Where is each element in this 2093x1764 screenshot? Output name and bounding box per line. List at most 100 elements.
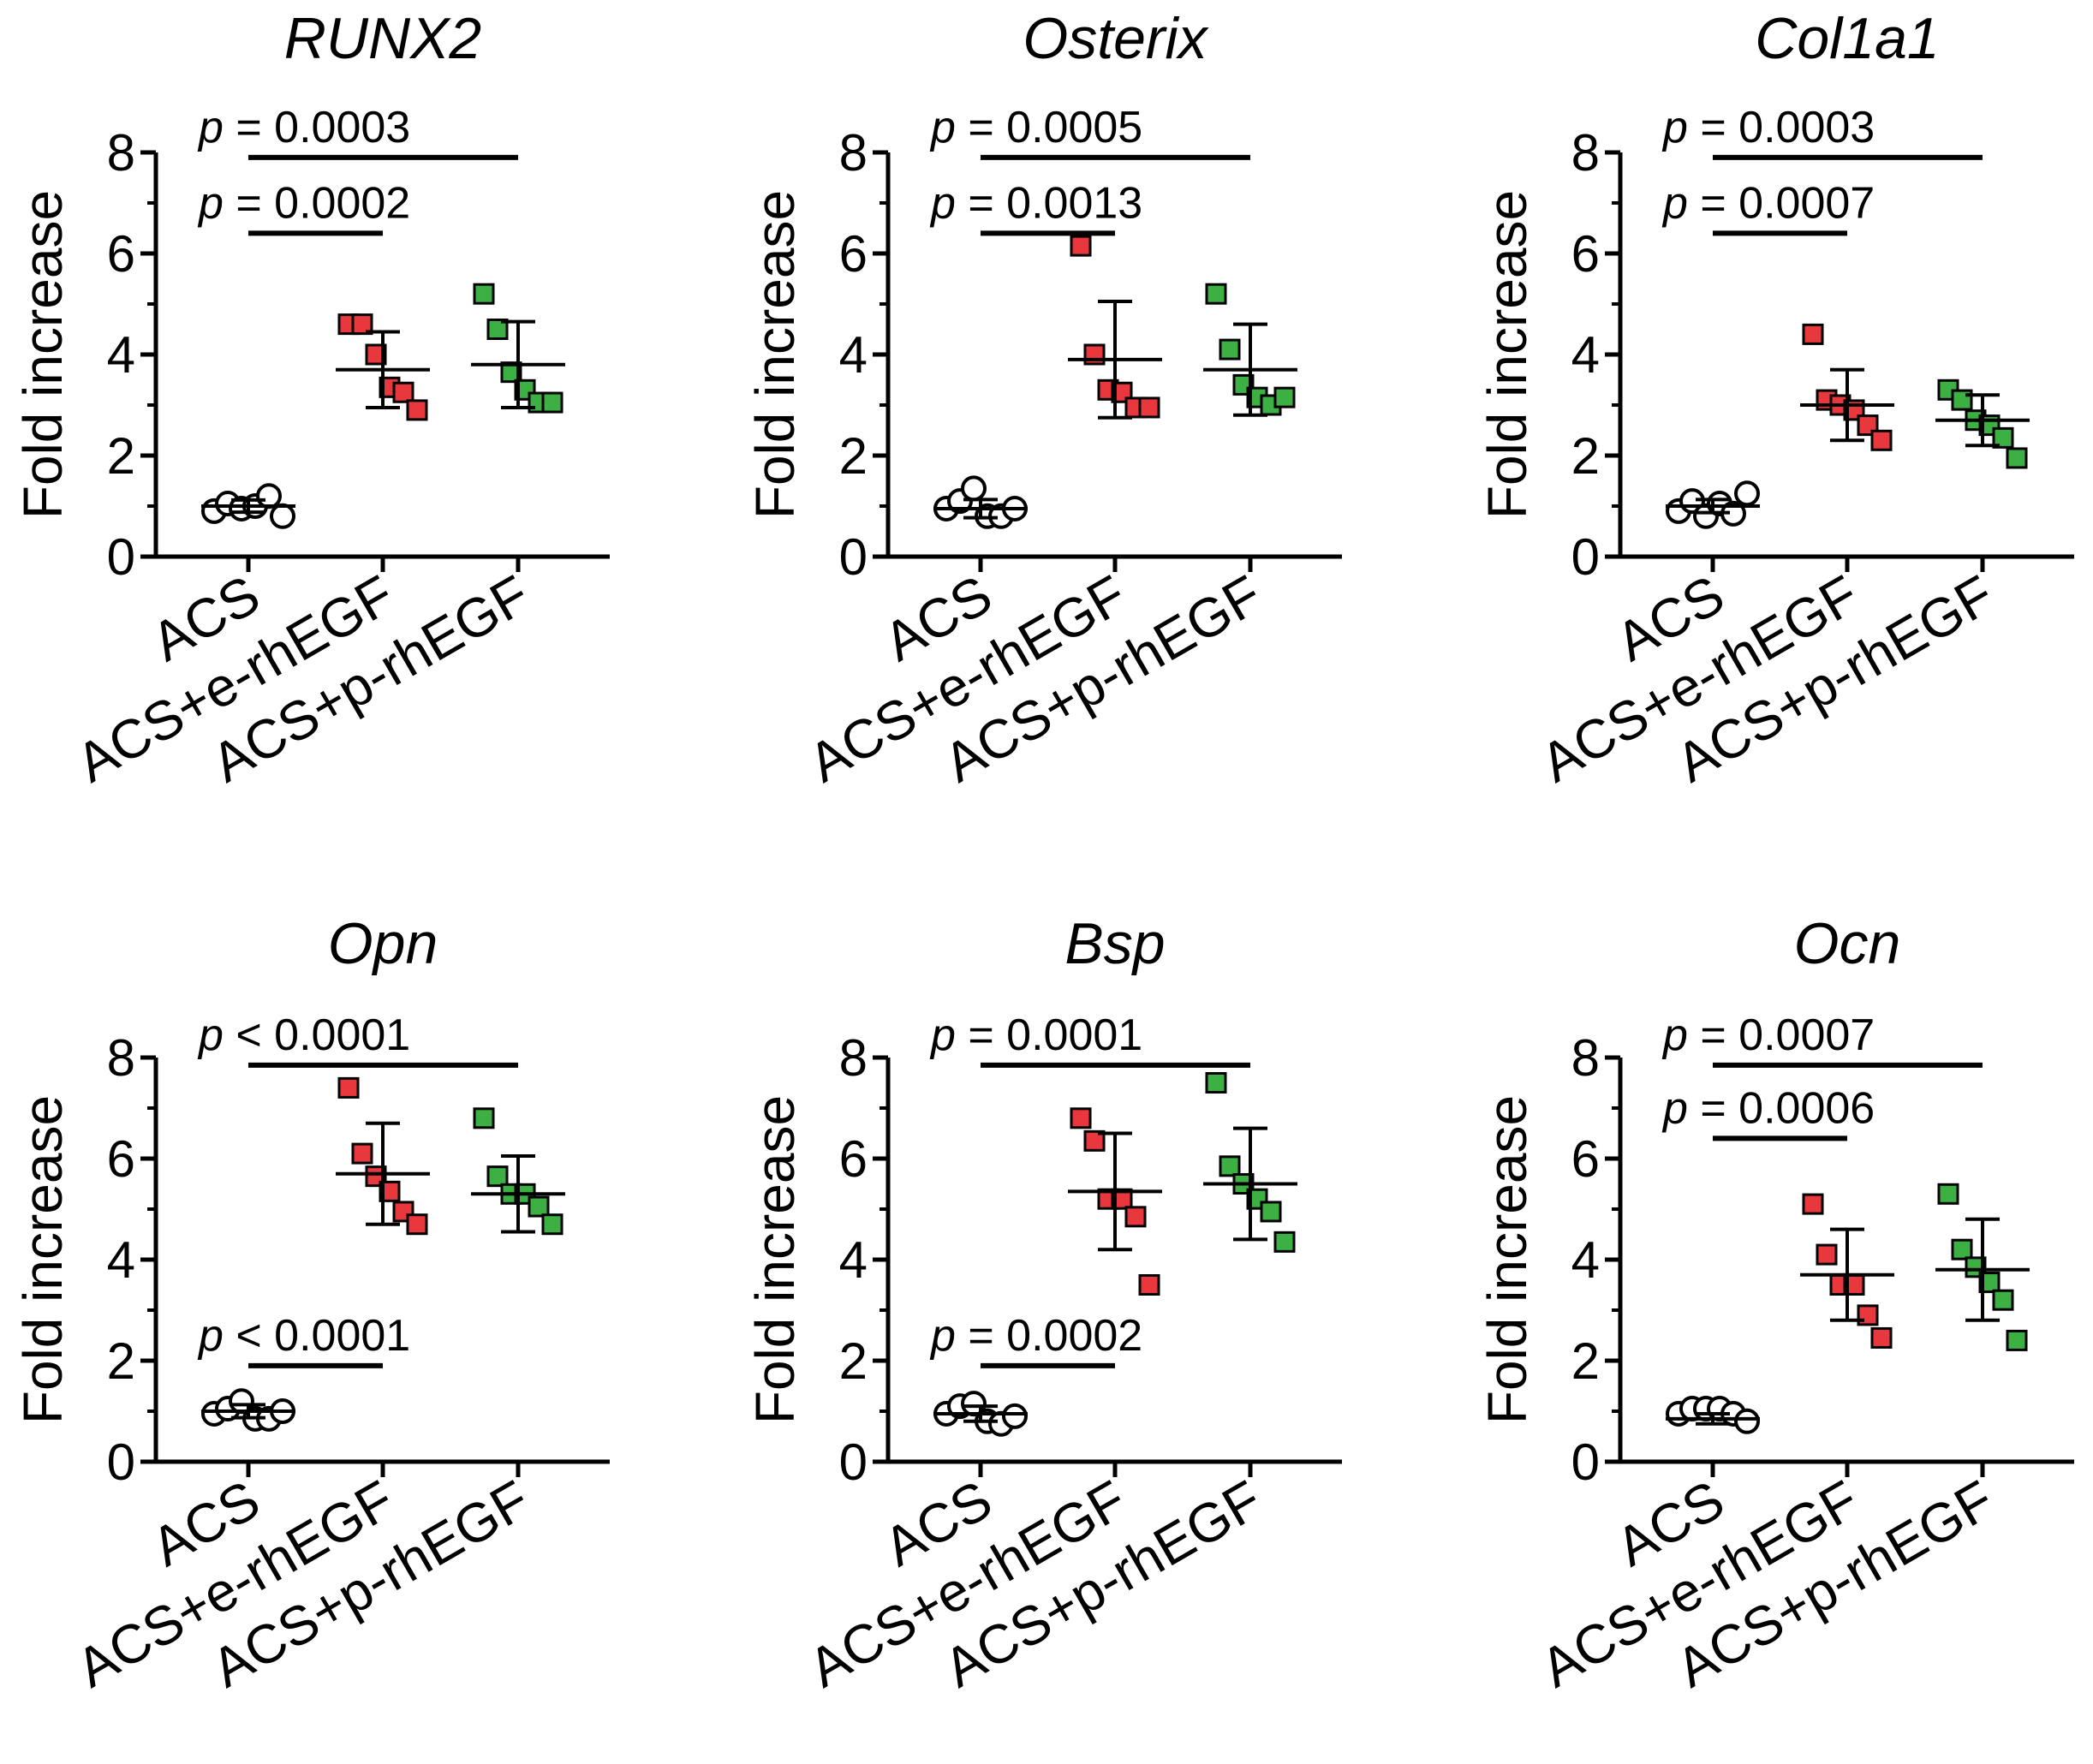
y-tick-label: 4 — [839, 326, 868, 384]
p-value-label: p = 0.0007 — [1661, 1010, 1875, 1060]
y-tick-label: 0 — [839, 1433, 868, 1491]
p-value-label: p = 0.0001 — [929, 1010, 1142, 1060]
data-point — [270, 503, 295, 529]
data-point — [1205, 283, 1227, 305]
y-axis-label: Fold increase — [744, 190, 806, 519]
data-point — [1734, 1408, 1760, 1434]
data-point — [1111, 1188, 1133, 1210]
data-point — [351, 313, 373, 336]
data-point — [1870, 1326, 1893, 1349]
data-point — [486, 319, 509, 340]
y-tick-label: 4 — [839, 1231, 868, 1289]
data-point — [1816, 1243, 1838, 1266]
data-point — [1870, 429, 1893, 451]
y-tick-label: 8 — [1571, 1029, 1600, 1087]
y-axis-label: Fold increase — [12, 1095, 74, 1424]
data-point — [1273, 1231, 1296, 1253]
y-tick-label: 4 — [1571, 326, 1600, 384]
data-point — [473, 1107, 495, 1129]
y-tick-label: 6 — [107, 225, 135, 283]
data-point — [528, 1195, 550, 1218]
data-point — [406, 399, 428, 421]
p-value-label: p < 0.0001 — [197, 1311, 410, 1361]
data-point — [1070, 235, 1092, 257]
p-value-label: p = 0.0002 — [197, 178, 410, 228]
y-tick-label: 6 — [1571, 225, 1600, 283]
y-tick-label: 0 — [839, 528, 868, 586]
data-point — [1138, 396, 1160, 419]
data-point — [365, 343, 387, 366]
data-point — [1992, 1289, 2014, 1311]
data-point — [1802, 323, 1824, 345]
data-point — [379, 1180, 401, 1202]
data-point — [500, 361, 522, 384]
y-tick-label: 2 — [1571, 1332, 1600, 1390]
y-tick-label: 0 — [107, 1433, 135, 1491]
data-point — [1992, 426, 2014, 449]
chart-title: Opn — [328, 911, 438, 976]
p-value-label: p = 0.0003 — [1661, 103, 1875, 152]
y-axis-label: Fold increase — [1476, 1095, 1538, 1424]
p-value-label: p = 0.0013 — [929, 178, 1142, 228]
y-tick-label: 8 — [1571, 124, 1600, 182]
data-point — [1951, 1238, 1973, 1260]
data-point — [1734, 480, 1760, 507]
data-point — [486, 1165, 509, 1188]
y-tick-label: 0 — [1571, 528, 1600, 586]
chart-title: Osterix — [1023, 6, 1208, 71]
y-tick-label: 8 — [107, 1029, 135, 1087]
data-point — [1002, 1403, 1028, 1429]
chart-title: Col1a1 — [1755, 6, 1940, 71]
p-value-label: p = 0.0005 — [929, 103, 1142, 152]
data-point — [541, 391, 564, 414]
y-axis-label: Fold increase — [1476, 190, 1538, 519]
y-tick-label: 8 — [839, 124, 868, 182]
y-tick-label: 0 — [107, 528, 135, 586]
y-tick-label: 8 — [107, 124, 135, 182]
y-tick-label: 4 — [107, 326, 135, 384]
data-point — [1083, 1129, 1106, 1152]
data-point — [1205, 1072, 1227, 1094]
p-value-label: p = 0.0007 — [1661, 178, 1875, 228]
y-tick-label: 4 — [107, 1231, 135, 1289]
y-tick-label: 2 — [1571, 427, 1600, 485]
data-point — [541, 1213, 564, 1236]
p-value-label: p = 0.0002 — [929, 1311, 1142, 1361]
chart-title: Ocn — [1794, 911, 1901, 976]
data-point — [1070, 1107, 1092, 1129]
data-point — [961, 475, 987, 502]
data-point — [1260, 1201, 1282, 1223]
y-tick-label: 2 — [839, 427, 868, 485]
data-point — [1124, 1206, 1147, 1228]
data-point — [2006, 1329, 2028, 1351]
y-tick-label: 8 — [839, 1029, 868, 1087]
y-tick-label: 6 — [1571, 1130, 1600, 1188]
y-tick-label: 2 — [839, 1332, 868, 1390]
data-point — [337, 1076, 360, 1099]
chart-title: Bsp — [1064, 911, 1165, 976]
data-point — [1937, 1183, 1959, 1205]
y-tick-label: 6 — [107, 1130, 135, 1188]
data-point — [473, 283, 495, 305]
y-axis-label: Fold increase — [744, 1095, 806, 1424]
y-tick-label: 6 — [839, 1130, 868, 1188]
p-value-label: p = 0.0006 — [1661, 1083, 1875, 1133]
data-point — [392, 381, 414, 403]
y-tick-label: 2 — [107, 427, 135, 485]
y-tick-label: 6 — [839, 225, 868, 283]
data-point — [1219, 338, 1241, 361]
y-tick-label: 4 — [1571, 1231, 1600, 1289]
data-point — [351, 1142, 373, 1165]
data-point — [1273, 386, 1296, 408]
data-point — [1978, 1272, 2001, 1294]
data-point — [1138, 1274, 1160, 1296]
data-point — [2006, 447, 2028, 469]
y-axis-label: Fold increase — [12, 190, 74, 519]
